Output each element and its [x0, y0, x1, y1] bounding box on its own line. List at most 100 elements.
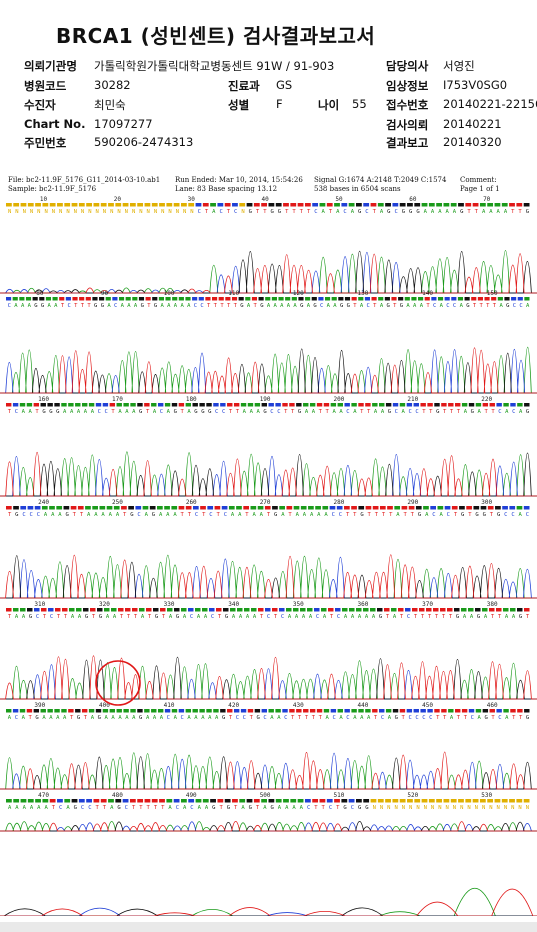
base-call: C — [190, 614, 193, 620]
base-call: G — [49, 409, 52, 415]
base-call: G — [139, 715, 142, 721]
quality-square — [398, 608, 404, 612]
quality-square — [405, 608, 411, 612]
quality-square — [171, 403, 178, 407]
quality-square — [351, 709, 357, 713]
tick-label: 160 — [38, 396, 49, 403]
base-call: C — [446, 303, 449, 309]
quality-square — [473, 506, 480, 510]
quality-square — [166, 203, 173, 207]
tick-label: 310 — [34, 601, 45, 608]
quality-square — [311, 297, 317, 301]
quality-square — [408, 506, 415, 510]
quality-square — [261, 403, 267, 407]
quality-square — [227, 403, 233, 407]
tick-label: 470 — [38, 792, 49, 799]
page-indicator: Page 1 of 1 — [460, 185, 500, 193]
quality-square — [523, 506, 530, 510]
quality-square — [377, 799, 384, 803]
base-call: T — [161, 805, 165, 811]
quality-square — [495, 506, 501, 510]
base-call: T — [467, 209, 471, 215]
base-call: T — [468, 512, 472, 518]
quality-square — [428, 799, 435, 803]
base-call: A — [70, 409, 74, 415]
base-call: A — [167, 409, 171, 415]
quality-square — [188, 608, 194, 612]
quality-square — [517, 297, 523, 301]
base-call: A — [111, 715, 115, 721]
base-call: A — [201, 715, 205, 721]
base-call: C — [281, 614, 284, 620]
base-call: N — [95, 209, 98, 215]
base-call: C — [267, 614, 270, 620]
base-call: A — [125, 715, 129, 721]
base-call: A — [183, 614, 187, 620]
trace-C — [0, 557, 537, 599]
quality-square — [494, 799, 501, 803]
base-call: C — [407, 614, 410, 620]
base-call: T — [123, 512, 127, 518]
base-call: A — [267, 303, 271, 309]
base-call: A — [56, 715, 60, 721]
trace-A — [0, 346, 537, 394]
quality-square — [86, 799, 92, 803]
quality-square — [502, 506, 508, 510]
base-call: T — [473, 303, 477, 309]
base-call: T — [29, 715, 33, 721]
quality-square — [370, 799, 377, 803]
quality-square — [122, 203, 129, 207]
trace-T — [0, 888, 537, 916]
tick-label: 360 — [358, 601, 369, 608]
field-value-receipt-no: 20140221-22156 — [443, 97, 537, 111]
quality-square — [489, 709, 495, 713]
base-call: A — [339, 715, 343, 721]
quality-square — [404, 297, 410, 301]
base-call: G — [483, 512, 486, 518]
quality-square — [68, 403, 74, 407]
quality-square — [232, 799, 238, 803]
quality-square — [95, 403, 102, 407]
base-call: T — [429, 409, 433, 415]
quality-square — [275, 403, 281, 407]
quality-square — [238, 297, 244, 301]
quality-square — [105, 297, 111, 301]
base-call: T — [162, 614, 166, 620]
quality-square — [461, 608, 467, 612]
base-call: N — [424, 805, 427, 811]
quality-square — [207, 506, 214, 510]
trace-A — [0, 887, 537, 916]
trace-C — [0, 907, 537, 916]
base-call: A — [344, 614, 348, 620]
quality-square — [185, 709, 192, 713]
base-call: A — [463, 614, 467, 620]
base-call: T — [229, 715, 233, 721]
base-call: N — [30, 209, 33, 215]
quality-square — [246, 203, 253, 207]
base-call: A — [8, 805, 12, 811]
quality-square — [372, 403, 378, 407]
quality-square — [315, 506, 321, 510]
base-call: G — [85, 614, 88, 620]
quality-square — [195, 799, 202, 803]
quality-square — [92, 297, 98, 301]
quality-square — [202, 799, 209, 803]
base-call: G — [42, 409, 45, 415]
base-call: G — [313, 303, 316, 309]
base-call: T — [353, 303, 357, 309]
quality-square — [328, 608, 334, 612]
base-call: G — [101, 303, 104, 309]
quality-square — [491, 297, 497, 301]
base-call: T — [234, 805, 238, 811]
quality-square — [144, 709, 150, 713]
base-call: C — [365, 209, 368, 215]
quality-square — [112, 297, 118, 301]
base-call: C — [67, 303, 70, 309]
base-call: A — [499, 303, 503, 309]
base-call: A — [336, 209, 340, 215]
quality-square — [61, 403, 67, 407]
base-call: G — [174, 409, 177, 415]
base-call: T — [346, 512, 350, 518]
quality-square — [378, 297, 384, 301]
